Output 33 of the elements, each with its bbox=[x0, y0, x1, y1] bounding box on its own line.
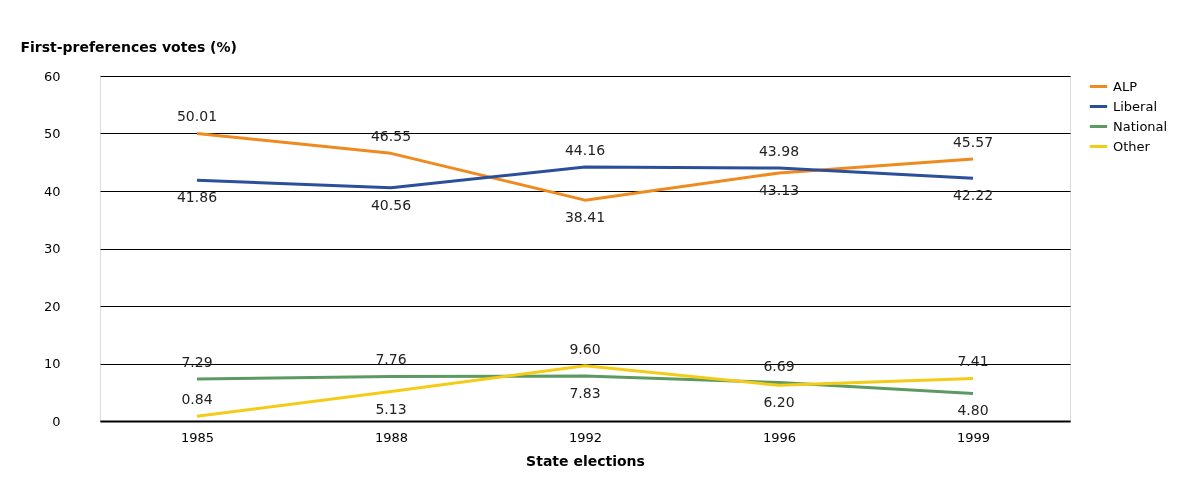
data-label: 7.76 bbox=[375, 351, 407, 368]
data-label: 6.20 bbox=[763, 394, 795, 411]
y-tick-label: 0 bbox=[52, 413, 61, 429]
data-label: 43.98 bbox=[758, 143, 800, 160]
y-tick-label: 40 bbox=[43, 183, 61, 199]
data-label: 9.60 bbox=[569, 340, 601, 357]
legend-label: Liberal bbox=[1113, 98, 1158, 114]
x-tick-label: 1996 bbox=[762, 429, 797, 445]
data-label: 50.01 bbox=[176, 108, 218, 125]
data-label: 42.22 bbox=[952, 187, 994, 204]
x-tick-label: 1988 bbox=[374, 429, 409, 445]
data-label: 41.86 bbox=[176, 189, 218, 206]
y-axis-title: First-preferences votes (%) bbox=[20, 38, 237, 55]
x-tick-label: 1992 bbox=[568, 429, 603, 445]
data-label: 7.83 bbox=[569, 384, 601, 401]
y-tick-label: 20 bbox=[43, 298, 61, 314]
y-tick-label: 60 bbox=[43, 68, 61, 84]
data-label: 38.41 bbox=[564, 209, 606, 226]
legend-label: Other bbox=[1113, 138, 1151, 154]
y-tick-label: 50 bbox=[43, 126, 61, 141]
legend-label: National bbox=[1113, 118, 1168, 134]
x-axis-title: State elections bbox=[526, 452, 645, 469]
data-label: 5.13 bbox=[375, 400, 407, 417]
data-label: 44.16 bbox=[564, 142, 606, 159]
y-tick-label: 30 bbox=[43, 241, 61, 256]
x-tick-label: 1985 bbox=[180, 429, 215, 445]
data-label: 4.80 bbox=[957, 402, 989, 419]
data-label: 0.84 bbox=[181, 391, 213, 408]
data-label: 45.57 bbox=[952, 133, 994, 150]
data-label: 40.56 bbox=[370, 196, 412, 213]
y-tick-label: 10 bbox=[43, 356, 61, 371]
legend-label: ALP bbox=[1113, 78, 1138, 94]
x-tick-label: 1999 bbox=[956, 429, 991, 445]
